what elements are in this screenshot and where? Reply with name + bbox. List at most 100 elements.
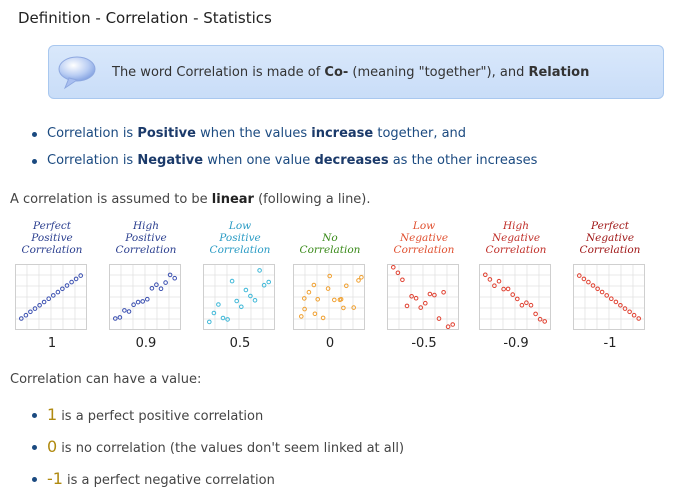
bullet-text: together, and: [373, 126, 467, 141]
plot-border: [15, 264, 87, 330]
data-point: [595, 286, 600, 292]
data-point: [423, 300, 428, 306]
chart-value: 1: [47, 336, 57, 351]
data-point: [302, 296, 307, 301]
scatter-plot: [109, 264, 181, 330]
data-point: [404, 303, 410, 309]
plot-border: [293, 264, 365, 330]
chart-label-line: Negative: [491, 232, 541, 244]
data-point: [220, 315, 226, 321]
list-item: 0 is no correlation (the values don't see…: [30, 436, 404, 468]
data-point: [234, 298, 240, 304]
value-number: 0: [47, 437, 58, 456]
chart-label-line: Correlation: [21, 244, 83, 256]
chart-label-line: Correlation: [485, 244, 547, 256]
bullet-bold: increase: [311, 126, 374, 141]
data-point: [37, 303, 42, 308]
data-point: [140, 299, 146, 304]
chart-label: Perfect Negative Correlation: [572, 220, 648, 264]
data-point: [315, 297, 321, 302]
plot-border: [479, 264, 551, 330]
chart-label-line: Low: [228, 220, 252, 232]
bullet-text: when one value: [203, 153, 315, 168]
chart-perfect-negative: Perfect Negative Correlation -1: [572, 220, 648, 351]
data-point: [41, 299, 47, 305]
data-point: [126, 309, 132, 314]
data-point: [73, 276, 79, 282]
linear-bold: linear: [211, 192, 254, 207]
chart-label-line: Positive: [31, 232, 73, 244]
chart-label-line: Low: [412, 220, 436, 232]
chart-label: High Negative Correlation: [478, 220, 554, 264]
chart-label-line: Correlation: [579, 244, 641, 256]
callout-mid: (meaning "together"), and: [348, 65, 529, 80]
data-point: [441, 290, 446, 295]
data-point: [69, 279, 74, 285]
scatter-plot: [573, 264, 645, 330]
chart-value: 0: [325, 336, 335, 351]
callout-relation: Relation: [528, 65, 590, 80]
linear-pre: A correlation is assumed to be: [10, 192, 212, 207]
data-point: [528, 302, 534, 308]
scatter-plot: [203, 264, 275, 330]
data-point: [344, 283, 349, 289]
value-number: 1: [47, 405, 58, 424]
data-point: [537, 316, 543, 322]
data-point: [418, 305, 424, 310]
bullet-bold: Positive: [137, 126, 196, 141]
data-point: [64, 283, 70, 288]
data-point: [78, 273, 83, 278]
callout-pre: The word Correlation is made of: [112, 65, 325, 80]
chart-label-line: Negative: [399, 232, 449, 244]
data-point: [505, 286, 511, 292]
data-point: [338, 297, 344, 302]
value-text: is no correlation (the values don't seem…: [61, 441, 405, 456]
bullet-bold: Negative: [137, 153, 204, 168]
data-point: [19, 316, 24, 321]
data-point: [149, 286, 155, 291]
data-point: [450, 322, 455, 327]
data-point: [609, 296, 614, 302]
chart-high-positive: High Positive Correlation 0.9: [108, 220, 184, 351]
data-point: [154, 282, 159, 288]
chart-low-positive: Low Positive Correlation 0.5: [202, 220, 278, 351]
data-point: [266, 279, 271, 285]
chart-label-line: Positive: [125, 232, 167, 244]
data-point: [391, 265, 396, 270]
data-point: [225, 317, 230, 322]
data-point: [445, 324, 451, 330]
data-point: [613, 299, 619, 305]
data-point: [627, 309, 632, 315]
chart-label-line: Correlation: [393, 244, 455, 256]
data-point: [519, 302, 525, 308]
data-point: [131, 302, 136, 308]
data-point: [172, 275, 177, 281]
data-point: [432, 292, 437, 298]
speech-bubble-icon: [58, 56, 96, 90]
values-intro: Correlation can have a value:: [10, 372, 202, 387]
data-point: [604, 293, 610, 298]
data-point: [248, 293, 253, 299]
data-point: [135, 299, 141, 305]
chart-value: -1: [603, 336, 617, 351]
data-point: [400, 277, 405, 283]
data-point: [302, 306, 307, 312]
chart-label-line: Perfect: [32, 220, 72, 232]
bullet-text: when the values: [195, 126, 312, 141]
chart-label-line: Correlation: [209, 244, 271, 256]
chart-label-line: Perfect: [590, 220, 630, 232]
page-title: Definition - Correlation - Statistics: [18, 9, 272, 27]
data-point: [631, 312, 637, 318]
value-number: -1: [47, 469, 63, 488]
data-point: [306, 289, 312, 295]
data-point: [581, 276, 587, 282]
data-point: [483, 272, 488, 278]
data-point: [510, 292, 516, 297]
chart-no-correlation: No Correlation 0: [292, 220, 368, 351]
data-point: [113, 316, 118, 321]
data-point: [145, 296, 150, 302]
data-point: [32, 306, 38, 311]
data-point: [586, 279, 591, 285]
chart-value: -0.5: [411, 336, 437, 351]
data-point: [28, 309, 33, 315]
